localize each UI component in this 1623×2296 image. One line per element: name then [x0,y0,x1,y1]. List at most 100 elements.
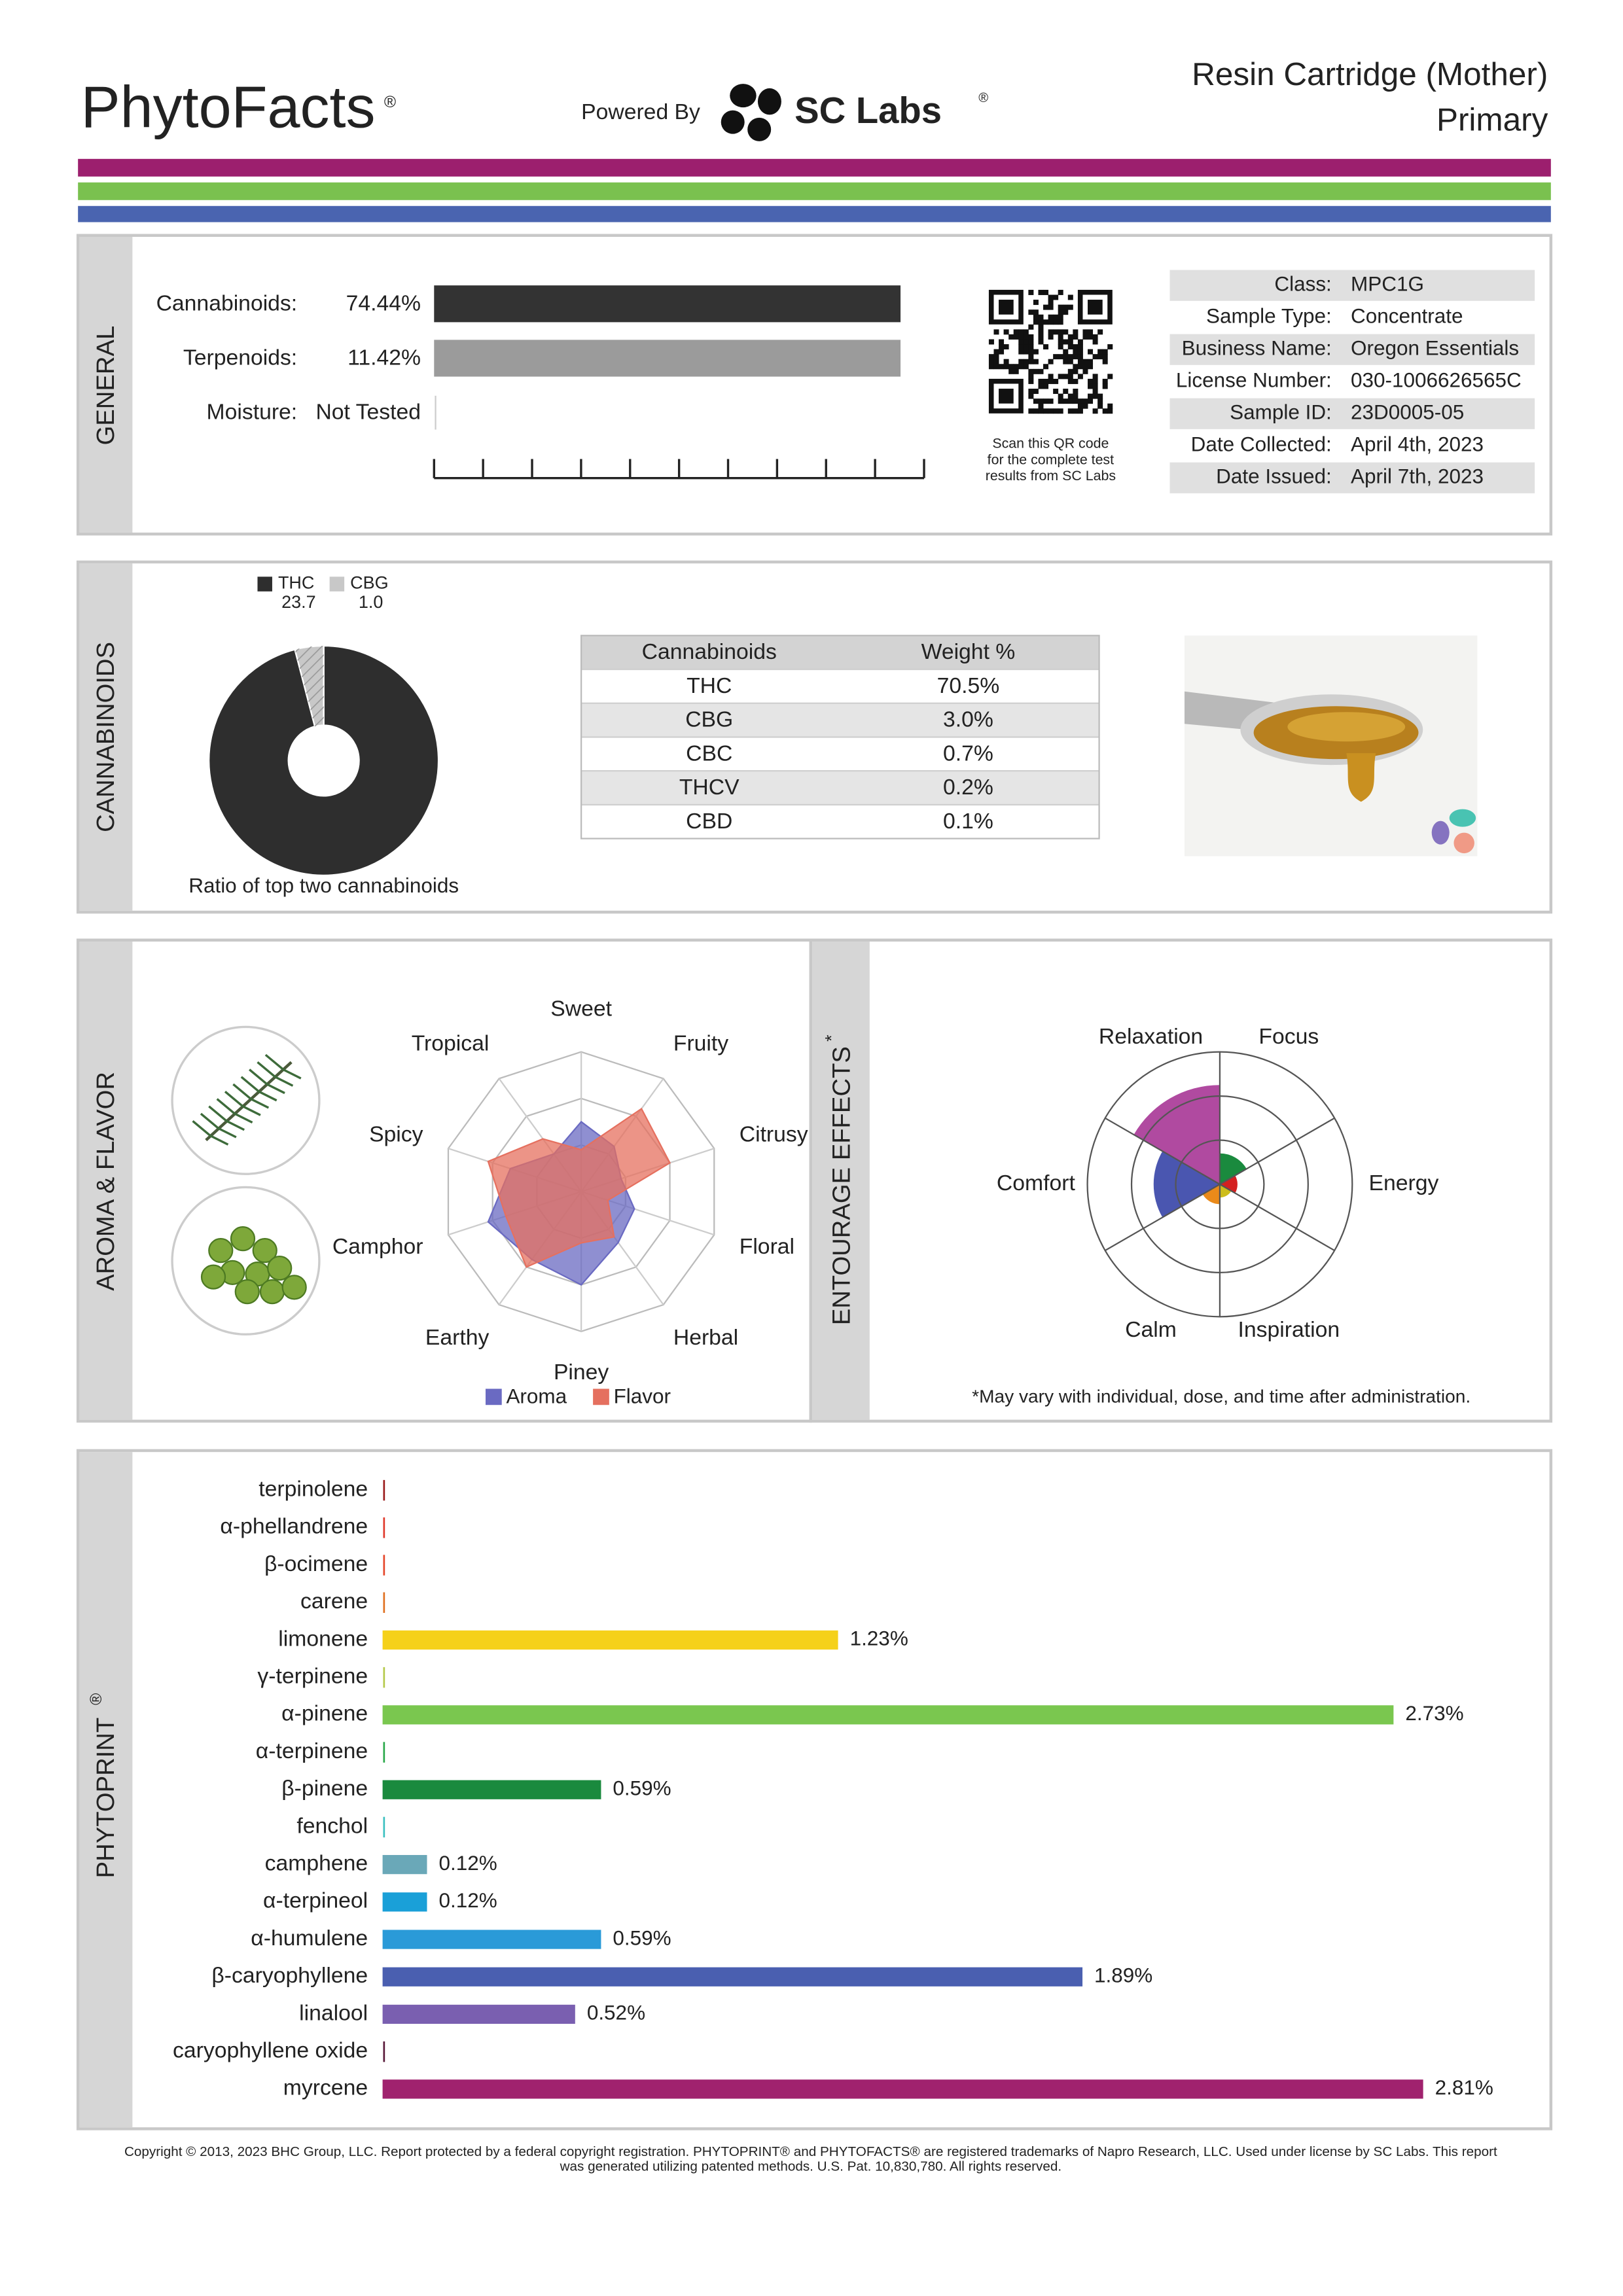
effect-sector [1133,1085,1220,1184]
qr-cell [1063,329,1069,335]
qr-finder [999,300,1014,315]
qr-caption: Scan this QR code [992,436,1109,451]
qr-cell [1097,329,1103,335]
panel [76,1449,1553,2130]
product-name: Resin Cartridge (Mother) [1192,56,1548,92]
qr-cell [1043,344,1049,350]
qr-cell [1063,374,1069,380]
qr-cell [1023,334,1029,340]
qr-cell [1088,378,1094,384]
qr-cell [1073,389,1079,395]
lab-logo [721,110,745,134]
qr-cell [1077,408,1083,414]
pine-needle [249,1069,268,1086]
radar-label: Sweet [550,996,612,1021]
qr-cell [999,344,1005,350]
terpene-value: 1.23% [850,1627,908,1650]
qr-cell [1018,344,1024,350]
qr-cell [1028,334,1034,340]
qr-cell [1048,378,1054,384]
effect-label: Focus [1258,1024,1319,1049]
qr-cell [1028,354,1034,360]
qr-cell [1023,344,1029,350]
qr-cell [1073,393,1079,399]
qr-cell [1067,304,1073,310]
effect-label: Energy [1369,1171,1439,1195]
qr-cell [1053,389,1059,395]
qr-cell [1102,359,1108,364]
polar-spoke [1105,1183,1221,1252]
terpene-label: limonene [278,1626,368,1651]
table-border [580,635,1100,839]
legend-label: Flavor [614,1385,671,1407]
qr-cell [999,339,1005,345]
lab-logo [730,84,757,108]
terpene-label: myrcene [283,2075,368,2100]
section-title-mark: ® [88,1693,105,1705]
copyright: Copyright © 2013, 2023 BHC Group, LLC. R… [124,2144,1497,2159]
qr-cell [1053,408,1059,414]
pine-needle [216,1098,236,1115]
terpene-bar [382,1705,1394,1725]
qr-cell [1048,374,1054,380]
table-cell: 0.1% [943,809,993,834]
qr-cell [1107,374,1113,380]
qr-cell [1107,408,1113,414]
qr-cell [1018,339,1024,345]
qr-cell [1028,344,1034,350]
effect-label: Comfort [997,1171,1076,1195]
panel [76,560,1553,914]
qr-cell [1107,344,1113,350]
qr-cell [1048,294,1054,300]
legend-swatch [329,576,345,592]
legend-label: THC [278,573,314,593]
qr-cell [993,349,999,355]
qr-cell [1067,368,1073,374]
logo-dot [1449,809,1476,827]
info-value: April 7th, 2023 [1351,465,1484,488]
qr-cell [1077,354,1083,360]
qr-cell [1102,378,1108,384]
qr-cell [1003,329,1009,335]
info-label: Date Issued: [1216,465,1332,488]
pine-needle [200,1112,219,1129]
qr-cell [1003,359,1009,364]
qr-cell [1067,378,1073,384]
radar-label: Tropical [412,1031,490,1055]
qr-cell [1102,349,1108,355]
table-cell: CBC [686,741,732,766]
terpene-value: 0.52% [587,2002,645,2024]
qr-cell [1092,389,1098,395]
qr-cell [1073,354,1079,360]
table-row-bg [581,703,1099,737]
qr-cell [1048,304,1054,310]
qr-cell [1053,294,1059,300]
qr-cell [1058,329,1063,335]
hop [267,1256,293,1281]
panel-strip [79,1452,133,2128]
terpene-label: α-pinene [281,1701,368,1726]
qr-cell [1043,319,1049,325]
qr-cell [1067,344,1073,350]
qr-cell [1092,334,1098,340]
effect-sector [1153,1151,1220,1218]
section-title: GENERAL [92,326,120,446]
qr-cell [1077,398,1083,404]
qr-cell [993,364,999,370]
info-value: Concentrate [1351,305,1463,328]
table-cell: 3.0% [943,707,993,732]
qr-cell [1023,349,1029,355]
legend-swatch [485,1388,502,1405]
qr-cell [1043,304,1049,310]
effect-label: Calm [1125,1317,1177,1342]
terpene-label: β-ocimene [264,1551,368,1576]
panel-strip [79,941,133,1420]
copyright: was generated utilizing patented methods… [560,2159,1061,2174]
info-row-bg [1169,334,1535,365]
qr-cell [1107,403,1113,409]
terpene-value: 2.73% [1405,1702,1463,1725]
qr-cell [988,339,994,345]
qr-cell [988,354,994,360]
qr-cell [1088,359,1094,364]
effect-sector [1219,1175,1238,1193]
